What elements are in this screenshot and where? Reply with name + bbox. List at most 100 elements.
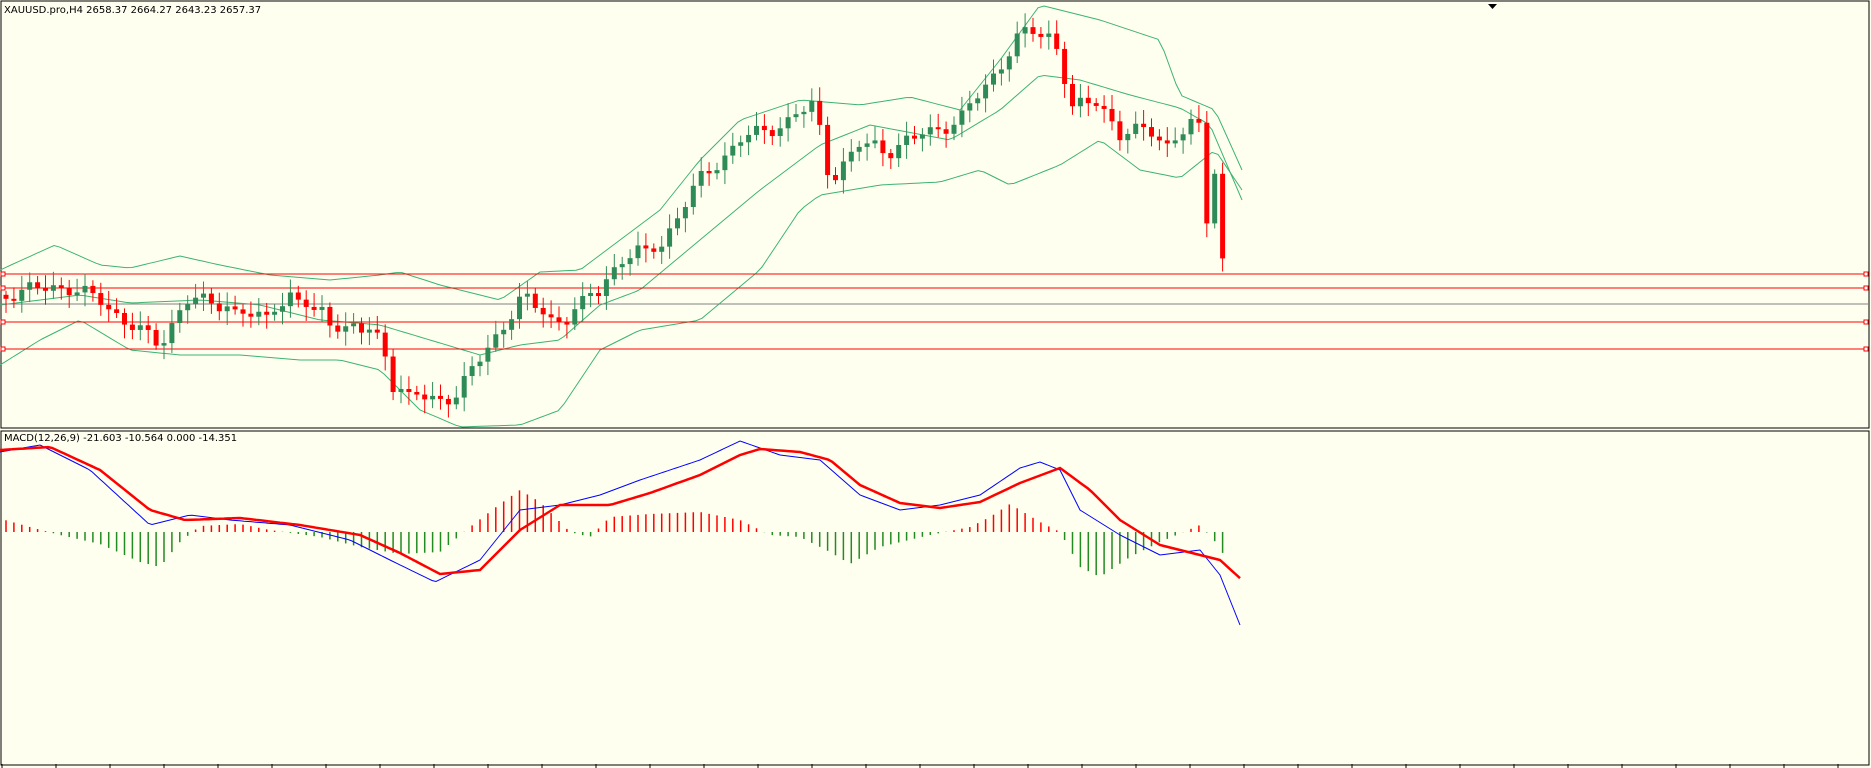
candle-body bbox=[74, 292, 80, 296]
candle bbox=[872, 126, 878, 149]
candle bbox=[430, 381, 436, 409]
candle bbox=[461, 362, 467, 412]
candle-body bbox=[232, 306, 238, 310]
candle-body bbox=[453, 397, 459, 405]
candle bbox=[532, 288, 538, 313]
candle-body bbox=[706, 170, 712, 174]
candle bbox=[1133, 111, 1139, 139]
candle bbox=[366, 317, 372, 346]
candle bbox=[27, 272, 33, 303]
candle-body bbox=[319, 306, 325, 310]
candle-body bbox=[335, 325, 341, 332]
candle bbox=[667, 214, 673, 259]
candle bbox=[390, 348, 396, 401]
candle bbox=[35, 276, 41, 295]
candle-body bbox=[35, 282, 41, 288]
candle bbox=[809, 88, 815, 122]
candle bbox=[1141, 110, 1147, 141]
candle-body bbox=[27, 282, 33, 290]
candle bbox=[619, 256, 625, 280]
candle-body bbox=[682, 207, 688, 219]
candle-body bbox=[343, 326, 349, 332]
candle-body bbox=[351, 323, 357, 327]
bollinger-upper-line bbox=[0, 5, 1243, 301]
macd-panel[interactable]: MACD(12,26,9) -21.603 -10.564 0.000 -14.… bbox=[0, 430, 1870, 766]
candle-body bbox=[122, 312, 127, 325]
candle-body bbox=[801, 111, 807, 115]
candle bbox=[11, 287, 17, 309]
candle-body bbox=[1196, 118, 1202, 123]
candle-body bbox=[240, 309, 246, 314]
price-level[interactable] bbox=[0, 346, 1869, 352]
candle bbox=[145, 315, 151, 344]
candle-body bbox=[501, 329, 507, 335]
candle-body bbox=[137, 325, 143, 330]
candle-body bbox=[825, 124, 831, 176]
candle bbox=[414, 385, 420, 401]
candle bbox=[603, 266, 609, 310]
candle bbox=[904, 121, 910, 159]
candle-body bbox=[991, 73, 996, 85]
candle bbox=[825, 116, 831, 189]
candle bbox=[114, 298, 120, 319]
candle-body bbox=[690, 185, 696, 208]
candle bbox=[1149, 118, 1154, 147]
level-handle-right bbox=[1863, 271, 1869, 277]
candle-body bbox=[1188, 118, 1194, 135]
candle bbox=[564, 316, 570, 339]
candle-body bbox=[1141, 123, 1147, 128]
candle-body bbox=[469, 366, 475, 377]
candle-body bbox=[1109, 108, 1115, 122]
candle-body bbox=[1133, 123, 1139, 134]
candle bbox=[738, 135, 744, 157]
price-level[interactable] bbox=[0, 271, 1869, 277]
candle bbox=[1196, 105, 1202, 133]
candle bbox=[975, 92, 981, 111]
candle-body bbox=[445, 398, 451, 405]
candle-body bbox=[548, 314, 554, 318]
candle bbox=[177, 302, 183, 333]
price-panel[interactable]: XAUUSD.pro,H4 2658.37 2664.27 2643.23 26… bbox=[0, 0, 1870, 429]
candle-body bbox=[1156, 136, 1162, 141]
candle bbox=[1038, 27, 1044, 49]
candle bbox=[1093, 98, 1099, 112]
chart-shift-marker-icon[interactable] bbox=[1488, 4, 1497, 9]
candle bbox=[991, 59, 996, 92]
candle-body bbox=[635, 245, 641, 259]
candle-body bbox=[280, 306, 285, 312]
candle-body bbox=[904, 135, 910, 145]
candle-body bbox=[82, 285, 88, 293]
candle-body bbox=[1204, 122, 1210, 224]
candle bbox=[524, 281, 530, 311]
price-level[interactable] bbox=[0, 319, 1869, 325]
candle-body bbox=[540, 307, 546, 315]
candle-body bbox=[619, 264, 625, 268]
candles bbox=[3, 13, 1226, 418]
candle-body bbox=[730, 145, 736, 156]
macd-info-label: MACD(12,26,9) -21.603 -10.564 0.000 -14.… bbox=[4, 433, 237, 444]
horizontal-levels[interactable] bbox=[0, 271, 1869, 352]
candle bbox=[129, 312, 135, 340]
candle-body bbox=[754, 125, 759, 135]
level-handle-right bbox=[1863, 346, 1869, 352]
macd-signal-line bbox=[0, 445, 1241, 580]
candle-body bbox=[1180, 134, 1186, 141]
candle bbox=[754, 112, 759, 141]
candle-body bbox=[603, 279, 609, 297]
candle bbox=[556, 306, 562, 331]
candle-body bbox=[667, 228, 673, 247]
candle-body bbox=[422, 394, 428, 400]
candle bbox=[675, 207, 680, 236]
price-level[interactable] bbox=[0, 285, 1869, 291]
candle bbox=[540, 297, 546, 328]
candle-body bbox=[983, 84, 989, 99]
candle bbox=[374, 316, 380, 339]
candle-body bbox=[58, 285, 64, 289]
candle-body bbox=[208, 293, 214, 304]
candle bbox=[1054, 20, 1060, 55]
candle bbox=[580, 282, 586, 323]
candle bbox=[66, 279, 72, 308]
candle-body bbox=[872, 140, 878, 144]
